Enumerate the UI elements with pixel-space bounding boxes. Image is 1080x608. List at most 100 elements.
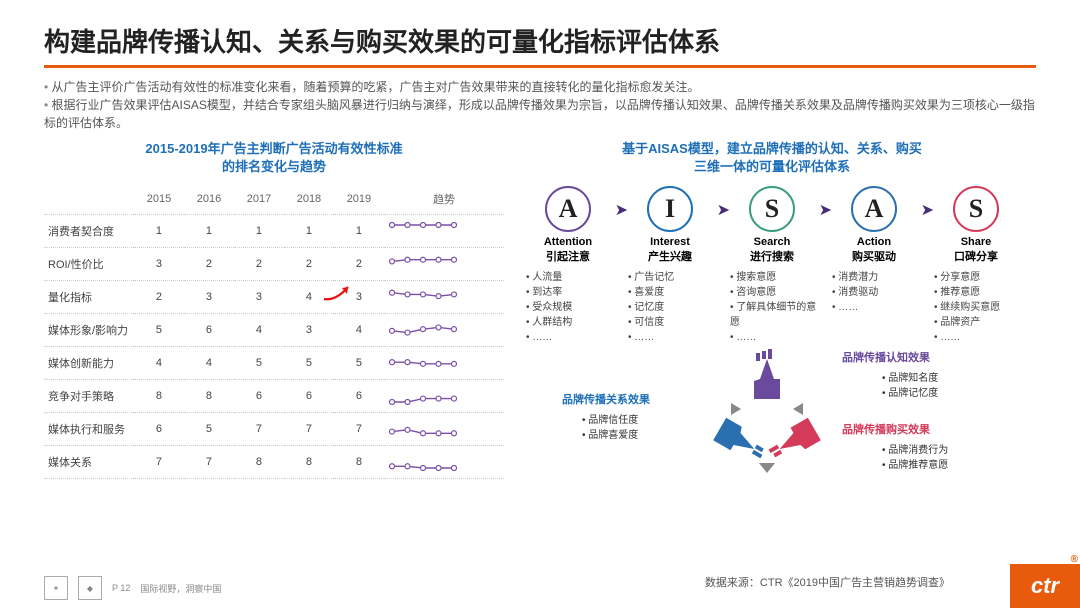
row-label: 媒体形象/影响力 (44, 314, 134, 347)
table-header: 2015 (134, 184, 184, 215)
aisas-items: 分享意愿推荐意愿继续购买意愿品牌资产…… (930, 270, 1022, 345)
table-header: 2016 (184, 184, 234, 215)
table-header: 2018 (284, 184, 334, 215)
footer-tagline: 国际视野，洞察中国 (140, 582, 221, 595)
row-label: ROI/性价比 (44, 248, 134, 281)
rank-cell: 3 (234, 281, 284, 314)
rank-cell: 1 (234, 215, 284, 248)
cert-icon: ✶ (44, 576, 68, 600)
aisas-en: Interest (624, 236, 716, 248)
aisas-column: A ➤ Action 购买驱动 消费潜力消费驱动…… (828, 186, 920, 345)
table-row: 媒体创新能力44555 (44, 347, 504, 380)
aisas-column: S ➤ Search 进行搜索 搜索意愿咨询意愿了解具体细节的意愿…… (726, 186, 818, 345)
row-label: 消费者契合度 (44, 215, 134, 248)
hands-diagram: 品牌传播认知效果 品牌知名度品牌记忆度 品牌传播关系效果 品牌信任度品牌喜爱度 … (522, 349, 1022, 499)
rank-cell: 2 (234, 248, 284, 281)
aisas-column: A ➤ Attention 引起注意 人流量到达率受众规模人群结构…… (522, 186, 614, 345)
aisas-cn: 产生兴趣 (624, 248, 716, 264)
rank-cell: 7 (284, 413, 334, 446)
aisas-cn: 购买驱动 (828, 248, 920, 264)
rank-cell: 2 (284, 248, 334, 281)
rank-cell: 2 (184, 248, 234, 281)
table-header: 趋势 (384, 184, 504, 215)
rank-cell: 1 (284, 215, 334, 248)
aisas-en: Attention (522, 236, 614, 248)
aisas-row: A ➤ Attention 引起注意 人流量到达率受众规模人群结构…… I ➤ … (522, 186, 1022, 345)
intro-bullet: 根据行业广告效果评估AISAS模型，并结合专家组头脑风暴进行归纳与演绎，形成以品… (44, 96, 1036, 132)
table-row: ROI/性价比32222 (44, 248, 504, 281)
aisas-cn: 进行搜索 (726, 248, 818, 264)
effect-label-relation: 品牌传播关系效果 (562, 391, 650, 407)
table-header: 2017 (234, 184, 284, 215)
cycle-arrow-icon (757, 457, 777, 477)
cycle-arrow-icon (787, 399, 807, 419)
rank-cell: 8 (184, 380, 234, 413)
rank-cell: 5 (284, 347, 334, 380)
rank-cell: 4 (134, 347, 184, 380)
up-arrow-icon (322, 283, 356, 303)
row-label: 媒体创新能力 (44, 347, 134, 380)
left-subtitle: 2015-2019年广告主判断广告活动有效性标准的排名变化与趋势 (44, 140, 504, 176)
row-label: 媒体执行和服务 (44, 413, 134, 446)
rank-cell: 5 (134, 314, 184, 347)
trend-sparkline (384, 347, 504, 380)
table-row: 媒体执行和服务65777 (44, 413, 504, 446)
data-source: 数据来源：CTR《2019中国广告主营销趋势调查》 (705, 574, 950, 590)
table-row: 竞争对手策略88666 (44, 380, 504, 413)
effect-items-relation: 品牌信任度品牌喜爱度 (582, 413, 638, 443)
ctr-logo: ctr (1010, 564, 1080, 608)
rank-cell: 6 (334, 380, 384, 413)
trend-sparkline (384, 314, 504, 347)
intro-bullet: 从广告主评价广告活动有效性的标准变化来看，随着预算的吃紧，广告主对广告效果带来的… (44, 78, 1036, 96)
table-row: 媒体关系77888 (44, 446, 504, 479)
effect-label-cognition: 品牌传播认知效果 (842, 349, 930, 365)
rank-cell: 5 (184, 413, 234, 446)
intro-block: 从广告主评价广告活动有效性的标准变化来看，随着预算的吃紧，广告主对广告效果带来的… (44, 78, 1036, 132)
aisas-circle: A (851, 186, 897, 232)
rank-cell: 6 (284, 380, 334, 413)
rank-cell: 3 (184, 281, 234, 314)
rank-cell: 8 (134, 380, 184, 413)
row-label: 竞争对手策略 (44, 380, 134, 413)
aisas-en: Action (828, 236, 920, 248)
rank-cell: 7 (134, 446, 184, 479)
right-subtitle: 基于AISAS模型，建立品牌传播的认知、关系、购买三维一体的可量化评估体系 (522, 140, 1022, 176)
table-row: 消费者契合度11111 (44, 215, 504, 248)
trend-sparkline (384, 380, 504, 413)
rank-cell: 8 (234, 446, 284, 479)
page-number: P 12 (112, 583, 130, 593)
cycle-arrow-icon (727, 399, 747, 419)
rank-cell: 6 (134, 413, 184, 446)
aisas-en: Share (930, 236, 1022, 248)
rank-cell: 7 (234, 413, 284, 446)
rank-cell: 8 (334, 446, 384, 479)
left-panel: 2015-2019年广告主判断广告活动有效性标准的排名变化与趋势 2015201… (44, 140, 504, 499)
rank-cell: 1 (134, 215, 184, 248)
aisas-circle: S (953, 186, 999, 232)
rank-cell: 2 (134, 281, 184, 314)
aisas-items: 人流量到达率受众规模人群结构…… (522, 270, 614, 345)
trend-sparkline (384, 413, 504, 446)
hand-icon-purple (742, 349, 792, 409)
rank-cell: 5 (334, 347, 384, 380)
rank-cell: 4 (334, 314, 384, 347)
table-row: 媒体形象/影响力56434 (44, 314, 504, 347)
table-row: 量化指标23343 (44, 281, 504, 314)
aisas-cn: 口碑分享 (930, 248, 1022, 264)
rank-cell: 3 (334, 281, 384, 314)
rank-cell: 3 (134, 248, 184, 281)
trend-sparkline (384, 281, 504, 314)
rank-cell: 4 (184, 347, 234, 380)
ranking-table: 20152016201720182019趋势 消费者契合度11111ROI/性价… (44, 184, 504, 479)
rank-cell: 7 (334, 413, 384, 446)
rank-cell: 1 (184, 215, 234, 248)
aisas-column: I ➤ Interest 产生兴趣 广告记忆喜爱度记忆度可信度…… (624, 186, 716, 345)
rank-cell: 5 (234, 347, 284, 380)
aisas-circle: S (749, 186, 795, 232)
trend-sparkline (384, 446, 504, 479)
aisas-items: 广告记忆喜爱度记忆度可信度…… (624, 270, 716, 345)
row-label: 媒体关系 (44, 446, 134, 479)
aisas-cn: 引起注意 (522, 248, 614, 264)
rank-cell: 8 (284, 446, 334, 479)
table-header: 2019 (334, 184, 384, 215)
